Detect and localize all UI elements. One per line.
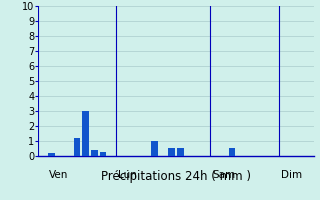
Text: Sam: Sam (212, 170, 235, 180)
Bar (229, 148, 235, 156)
Bar (177, 148, 184, 156)
Bar (83, 111, 89, 156)
Bar (91, 150, 98, 156)
Text: Ven: Ven (49, 170, 68, 180)
Text: Dim: Dim (281, 170, 302, 180)
Bar (48, 153, 54, 156)
Bar (100, 152, 106, 156)
Bar (151, 141, 158, 156)
X-axis label: Précipitations 24h ( mm ): Précipitations 24h ( mm ) (101, 170, 251, 183)
Bar (168, 148, 175, 156)
Text: Lun: Lun (117, 170, 136, 180)
Bar (74, 138, 80, 156)
